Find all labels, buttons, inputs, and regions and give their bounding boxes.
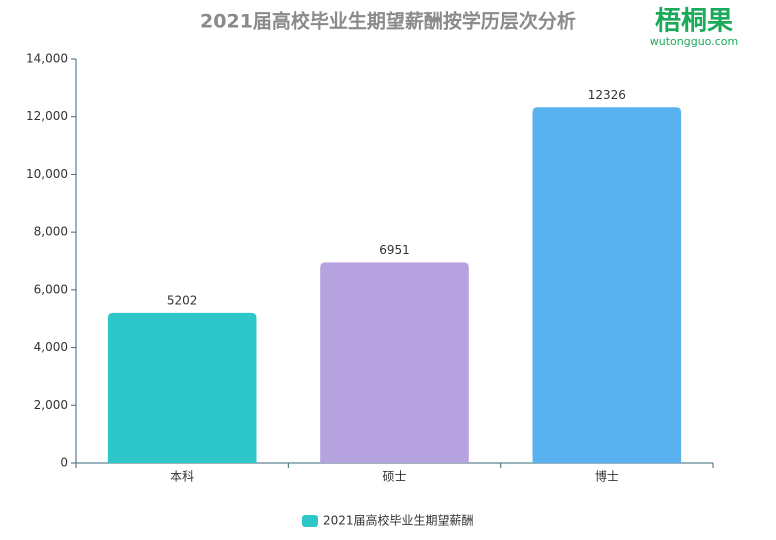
bar [107,312,257,463]
y-tick-label: 12,000 [26,109,68,123]
y-tick-label: 8,000 [34,225,68,239]
y-tick-label: 2,000 [34,398,68,412]
data-label: 12326 [588,88,626,102]
logo-url: wutongguo.com [650,35,738,48]
legend-label: 2021届高校毕业生期望薪酬 [323,513,474,528]
y-tick-label: 6,000 [34,282,68,296]
data-label: 6951 [379,243,410,257]
y-tick-label: 4,000 [34,340,68,354]
legend-swatch [302,515,318,527]
x-tick-label: 硕士 [382,470,406,484]
bar [532,107,682,463]
y-tick-label: 0 [60,456,68,470]
y-tick-label: 14,000 [26,52,68,66]
x-tick-label: 博士 [595,469,619,484]
data-label: 5202 [167,293,198,307]
x-tick-label: 本科 [170,470,194,484]
y-tick-label: 10,000 [26,167,68,181]
bar [320,262,469,463]
logo-name: 梧桐果 [655,7,733,37]
chart-title: 2021届高校毕业生期望薪酬按学历层次分析 [200,10,576,33]
